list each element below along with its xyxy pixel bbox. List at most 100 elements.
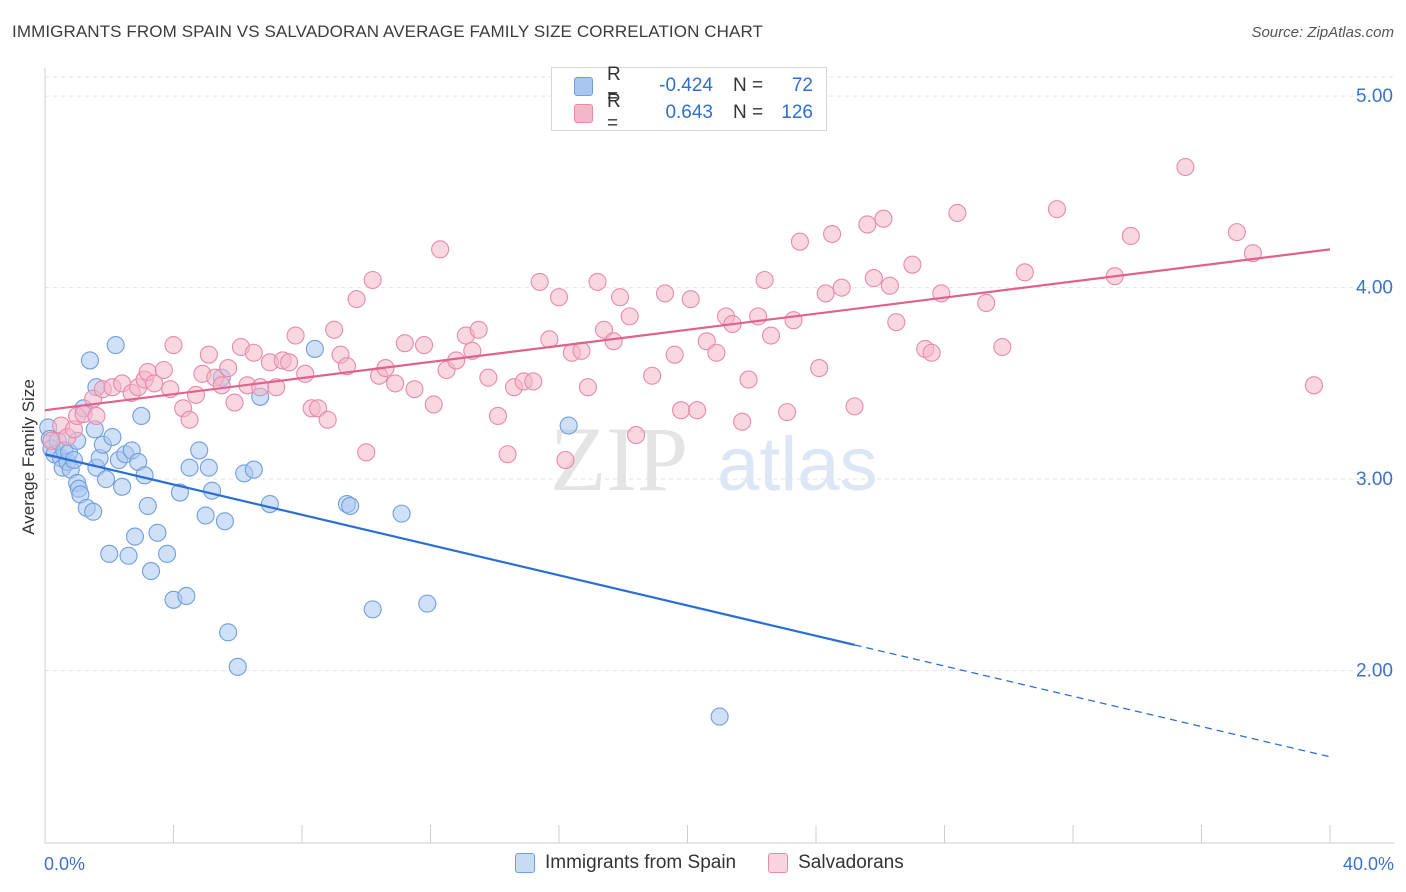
x-tick-label-max: 40.0% (1343, 854, 1394, 874)
data-point (80, 351, 100, 370)
data-point (1015, 263, 1034, 282)
data-point (386, 374, 405, 393)
y-tick-label: 3.00 (1356, 469, 1393, 490)
data-point (244, 460, 263, 479)
stats-legend: R = -0.424 N = 72 R = 0.643 N = 126 (551, 64, 827, 134)
data-point (106, 336, 125, 355)
legend-item-salvadoran[interactable]: Salvadorans (768, 852, 904, 874)
data-point (119, 546, 138, 565)
legend-swatch-spain (574, 76, 593, 96)
trend-line-spain-extrapolated (854, 644, 1331, 758)
data-point (604, 332, 623, 351)
data-point (688, 401, 707, 420)
data-point (212, 376, 231, 395)
data-point (810, 359, 829, 378)
data-point (87, 406, 106, 426)
data-point (993, 337, 1012, 357)
data-point (158, 544, 177, 563)
r-value: -0.424 (659, 75, 713, 96)
data-point (305, 339, 324, 358)
r-label: R = (607, 91, 621, 134)
data-point (469, 320, 488, 339)
data-point (922, 343, 941, 362)
data-point (1227, 223, 1246, 242)
data-point (823, 224, 842, 244)
data-point (1121, 226, 1140, 245)
data-point (100, 544, 119, 563)
y-tick-label: 2.00 (1356, 661, 1393, 682)
n-label: N = (733, 75, 764, 96)
data-point (405, 380, 424, 399)
data-point (325, 320, 344, 339)
data-point (880, 276, 899, 295)
data-point (549, 288, 569, 307)
data-point (186, 385, 206, 404)
watermark-atlas: atlas (717, 422, 878, 507)
data-point (415, 336, 434, 355)
data-point (524, 372, 543, 391)
data-point (215, 512, 234, 531)
data-point (363, 270, 382, 290)
data-point (784, 311, 803, 330)
axes (44, 68, 1395, 844)
data-point (203, 481, 222, 500)
data-point (347, 290, 366, 309)
data-point (887, 313, 906, 332)
data-point (733, 412, 752, 431)
stats-legend-row-spain: R = -0.424 N = 72 (574, 64, 813, 107)
data-point (1304, 376, 1323, 395)
data-point (864, 269, 883, 288)
data-point (431, 240, 450, 259)
data-point (620, 307, 639, 326)
n-label: N = (733, 102, 764, 123)
data-point (286, 326, 305, 345)
data-point (96, 470, 116, 489)
legend-swatch-salvadoran (574, 103, 593, 123)
data-point (418, 594, 437, 613)
data-point (296, 364, 315, 383)
n-value: 72 (791, 75, 813, 96)
x-tick-label-min: 0.0% (44, 854, 85, 874)
data-point (672, 401, 691, 420)
series-spain-points (39, 336, 729, 726)
trend-line-spain (44, 453, 855, 646)
y-axis-label: Average Family Size (19, 379, 38, 535)
legend-swatch-spain (515, 853, 535, 873)
data-point (655, 284, 675, 303)
data-point (559, 416, 578, 435)
data-point (665, 345, 684, 364)
data-point (903, 255, 922, 274)
data-point (267, 378, 286, 397)
y-tick-labels: 2.00 3.00 4.00 5.00 (1356, 86, 1393, 682)
data-point (845, 397, 864, 416)
data-point (707, 343, 726, 362)
data-point (948, 203, 967, 223)
data-point (816, 284, 835, 303)
data-point (1176, 157, 1195, 177)
data-point (739, 370, 758, 389)
data-point (219, 623, 238, 642)
data-point (977, 293, 996, 313)
data-point (681, 290, 700, 309)
data-point (858, 215, 877, 234)
data-point (244, 343, 263, 362)
data-point (710, 707, 729, 726)
trend-line-salvadoran (44, 248, 1331, 412)
data-point (228, 657, 247, 676)
legend-item-spain[interactable]: Immigrants from Spain (515, 852, 736, 874)
data-point (357, 443, 376, 462)
data-point (148, 523, 167, 542)
data-point (251, 378, 270, 397)
data-point (219, 359, 238, 378)
data-point (145, 374, 164, 393)
data-point (588, 272, 607, 291)
data-point (260, 494, 279, 514)
data-point (498, 445, 517, 464)
data-point (177, 586, 196, 606)
data-point (154, 360, 173, 380)
data-point (180, 410, 199, 429)
y-tick-label: 5.00 (1356, 86, 1393, 107)
data-point (761, 326, 781, 345)
data-point (424, 395, 443, 414)
